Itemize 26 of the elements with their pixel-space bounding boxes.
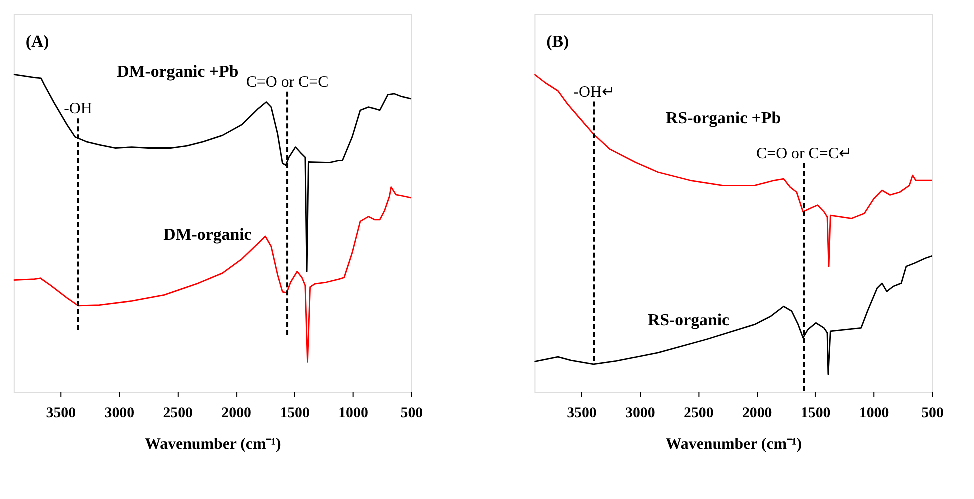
x-tick-label: 2500 [163,405,193,422]
ref-line-label: -OH↵ [574,84,615,101]
x-tick-label: 3500 [567,405,597,422]
text: DM-organic +Pb [117,62,239,81]
x-tick-label: 1000 [338,405,368,422]
chart-title: (A) [26,32,50,52]
x-tick-label: 500 [400,405,424,422]
ref-line-label: C=O or C=C [246,74,329,91]
text: RS-organic +Pb [666,108,782,128]
x-axis-title: Wavenumber (cm⁻¹) [145,436,282,454]
x-tick-label: 2000 [222,405,252,422]
x-axis-title: Wavenumber (cm⁻¹) [666,436,802,454]
x-tick-label: 2500 [684,405,714,422]
ref-line-label: -OH [64,100,93,118]
x-tick-label: 3500 [46,405,76,422]
chart-title: (B) [546,32,570,52]
x-tick-label: 2000 [742,405,772,422]
ref-line-label: C=O or C=C↵ [756,145,852,162]
x-tick-label: 1500 [280,405,310,422]
x-tick-label: 3000 [626,405,656,422]
x-tick-label: 1000 [859,405,890,422]
series-label: DM-organic [164,224,252,244]
x-tick-label: 1500 [800,405,831,422]
x-tick-label: 3000 [104,405,135,422]
x-tick-label: 500 [922,405,944,422]
series-label: RS-organic [648,310,730,330]
